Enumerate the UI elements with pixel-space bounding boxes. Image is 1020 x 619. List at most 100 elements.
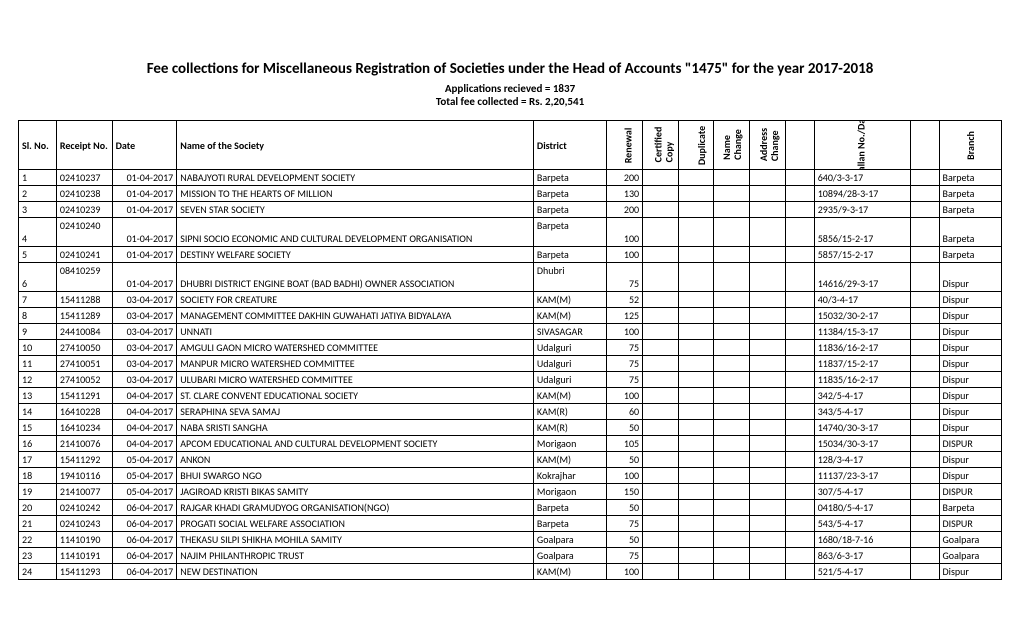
- cell-challan: 11837/15-2-17: [814, 356, 910, 372]
- col-blank-2: [910, 121, 939, 170]
- cell-certified: [643, 202, 679, 218]
- cell-date: 01-04-2017: [112, 247, 177, 263]
- cell-sl: 11: [19, 356, 57, 372]
- cell-blank-1: [785, 484, 814, 500]
- cell-sl: 8: [19, 308, 57, 324]
- cell-district: KAM(M): [533, 564, 607, 580]
- cell-receipt: 02410240: [56, 218, 112, 247]
- cell-name-change: [714, 292, 750, 308]
- cell-sl: 24: [19, 564, 57, 580]
- cell-branch: Barpeta: [939, 186, 1002, 202]
- cell-sl: 10: [19, 340, 57, 356]
- cell-renewal: 50: [607, 452, 643, 468]
- cell-date: 03-04-2017: [112, 372, 177, 388]
- cell-date: 04-04-2017: [112, 404, 177, 420]
- table-row: 60841025901-04-2017DHUBRI DISTRICT ENGIN…: [19, 263, 1002, 292]
- cell-date: 03-04-2017: [112, 356, 177, 372]
- cell-challan: 04180/5-4-17: [814, 500, 910, 516]
- cell-blank-1: [785, 452, 814, 468]
- cell-blank-1: [785, 548, 814, 564]
- cell-challan: 15034/30-3-17: [814, 436, 910, 452]
- cell-name-change: [714, 218, 750, 247]
- cell-blank-2: [910, 484, 939, 500]
- cell-duplicate: [678, 202, 714, 218]
- cell-renewal: 100: [607, 388, 643, 404]
- cell-blank-2: [910, 292, 939, 308]
- cell-blank-2: [910, 564, 939, 580]
- cell-date: 06-04-2017: [112, 500, 177, 516]
- cell-renewal: 75: [607, 340, 643, 356]
- cell-blank-2: [910, 420, 939, 436]
- cell-renewal: 50: [607, 420, 643, 436]
- cell-certified: [643, 324, 679, 340]
- cell-sl: 23: [19, 548, 57, 564]
- cell-address-change: [750, 324, 786, 340]
- cell-society: NABA SRISTI SANGHA: [177, 420, 534, 436]
- cell-blank-1: [785, 324, 814, 340]
- cell-address-change: [750, 263, 786, 292]
- cell-certified: [643, 170, 679, 186]
- cell-sl: 13: [19, 388, 57, 404]
- cell-renewal: 105: [607, 436, 643, 452]
- cell-blank-2: [910, 324, 939, 340]
- table-row: 92441008403-04-2017UNNATISIVASAGAR100113…: [19, 324, 1002, 340]
- table-row: 131541129104-04-2017ST. CLARE CONVENT ED…: [19, 388, 1002, 404]
- cell-district: Goalpara: [533, 532, 607, 548]
- cell-sl: 14: [19, 404, 57, 420]
- cell-challan: 343/5-4-17: [814, 404, 910, 420]
- cell-duplicate: [678, 218, 714, 247]
- cell-district: SIVASAGAR: [533, 324, 607, 340]
- cell-challan: 10894/28-3-17: [814, 186, 910, 202]
- cell-society: UNNATI: [177, 324, 534, 340]
- cell-branch: Dispur: [939, 468, 1002, 484]
- cell-certified: [643, 548, 679, 564]
- cell-date: 04-04-2017: [112, 436, 177, 452]
- cell-duplicate: [678, 532, 714, 548]
- cell-address-change: [750, 452, 786, 468]
- cell-blank-1: [785, 247, 814, 263]
- cell-branch: Dispur: [939, 340, 1002, 356]
- cell-society: SERAPHINA SEVA SAMAJ: [177, 404, 534, 420]
- cell-challan: 521/5-4-17: [814, 564, 910, 580]
- cell-society: BHUI SWARGO NGO: [177, 468, 534, 484]
- cell-receipt: 02410239: [56, 202, 112, 218]
- cell-sl: 21: [19, 516, 57, 532]
- cell-duplicate: [678, 564, 714, 580]
- cell-certified: [643, 484, 679, 500]
- cell-district: KAM(M): [533, 308, 607, 324]
- cell-society: ULUBARI MICRO WATERSHED COMMITTEE: [177, 372, 534, 388]
- cell-blank-2: [910, 516, 939, 532]
- cell-district: Barpeta: [533, 500, 607, 516]
- table-row: 210241024306-04-2017PROGATI SOCIAL WELFA…: [19, 516, 1002, 532]
- cell-duplicate: [678, 404, 714, 420]
- cell-address-change: [750, 548, 786, 564]
- cell-challan: 1680/18-7-16: [814, 532, 910, 548]
- cell-date: 01-04-2017: [112, 263, 177, 292]
- cell-challan: 5856/15-2-17: [814, 218, 910, 247]
- cell-name-change: [714, 247, 750, 263]
- total-fee-value: Rs. 2,20,541: [529, 95, 584, 108]
- cell-blank-1: [785, 500, 814, 516]
- cell-district: Goalpara: [533, 548, 607, 564]
- cell-society: MANAGEMENT COMMITTEE DAKHIN GUWAHATI JAT…: [177, 308, 534, 324]
- cell-sl: 22: [19, 532, 57, 548]
- cell-blank-2: [910, 452, 939, 468]
- cell-address-change: [750, 564, 786, 580]
- cell-address-change: [750, 484, 786, 500]
- cell-name-change: [714, 356, 750, 372]
- cell-blank-1: [785, 388, 814, 404]
- cell-receipt: 15411292: [56, 452, 112, 468]
- cell-date: 04-04-2017: [112, 388, 177, 404]
- applications-label: Applications recieved =: [445, 82, 551, 95]
- table-row: 162141007604-04-2017APCOM EDUCATIONAL AN…: [19, 436, 1002, 452]
- cell-duplicate: [678, 170, 714, 186]
- cell-blank-2: [910, 548, 939, 564]
- cell-blank-1: [785, 436, 814, 452]
- cell-society: DHUBRI DISTRICT ENGINE BOAT (BAD BADHI) …: [177, 263, 534, 292]
- applications-line: Applications recieved = 1837: [18, 82, 1002, 95]
- cell-name-change: [714, 564, 750, 580]
- cell-sl: 20: [19, 500, 57, 516]
- cell-blank-1: [785, 308, 814, 324]
- total-fee-label: Total fee collected =: [436, 95, 527, 108]
- cell-renewal: 200: [607, 202, 643, 218]
